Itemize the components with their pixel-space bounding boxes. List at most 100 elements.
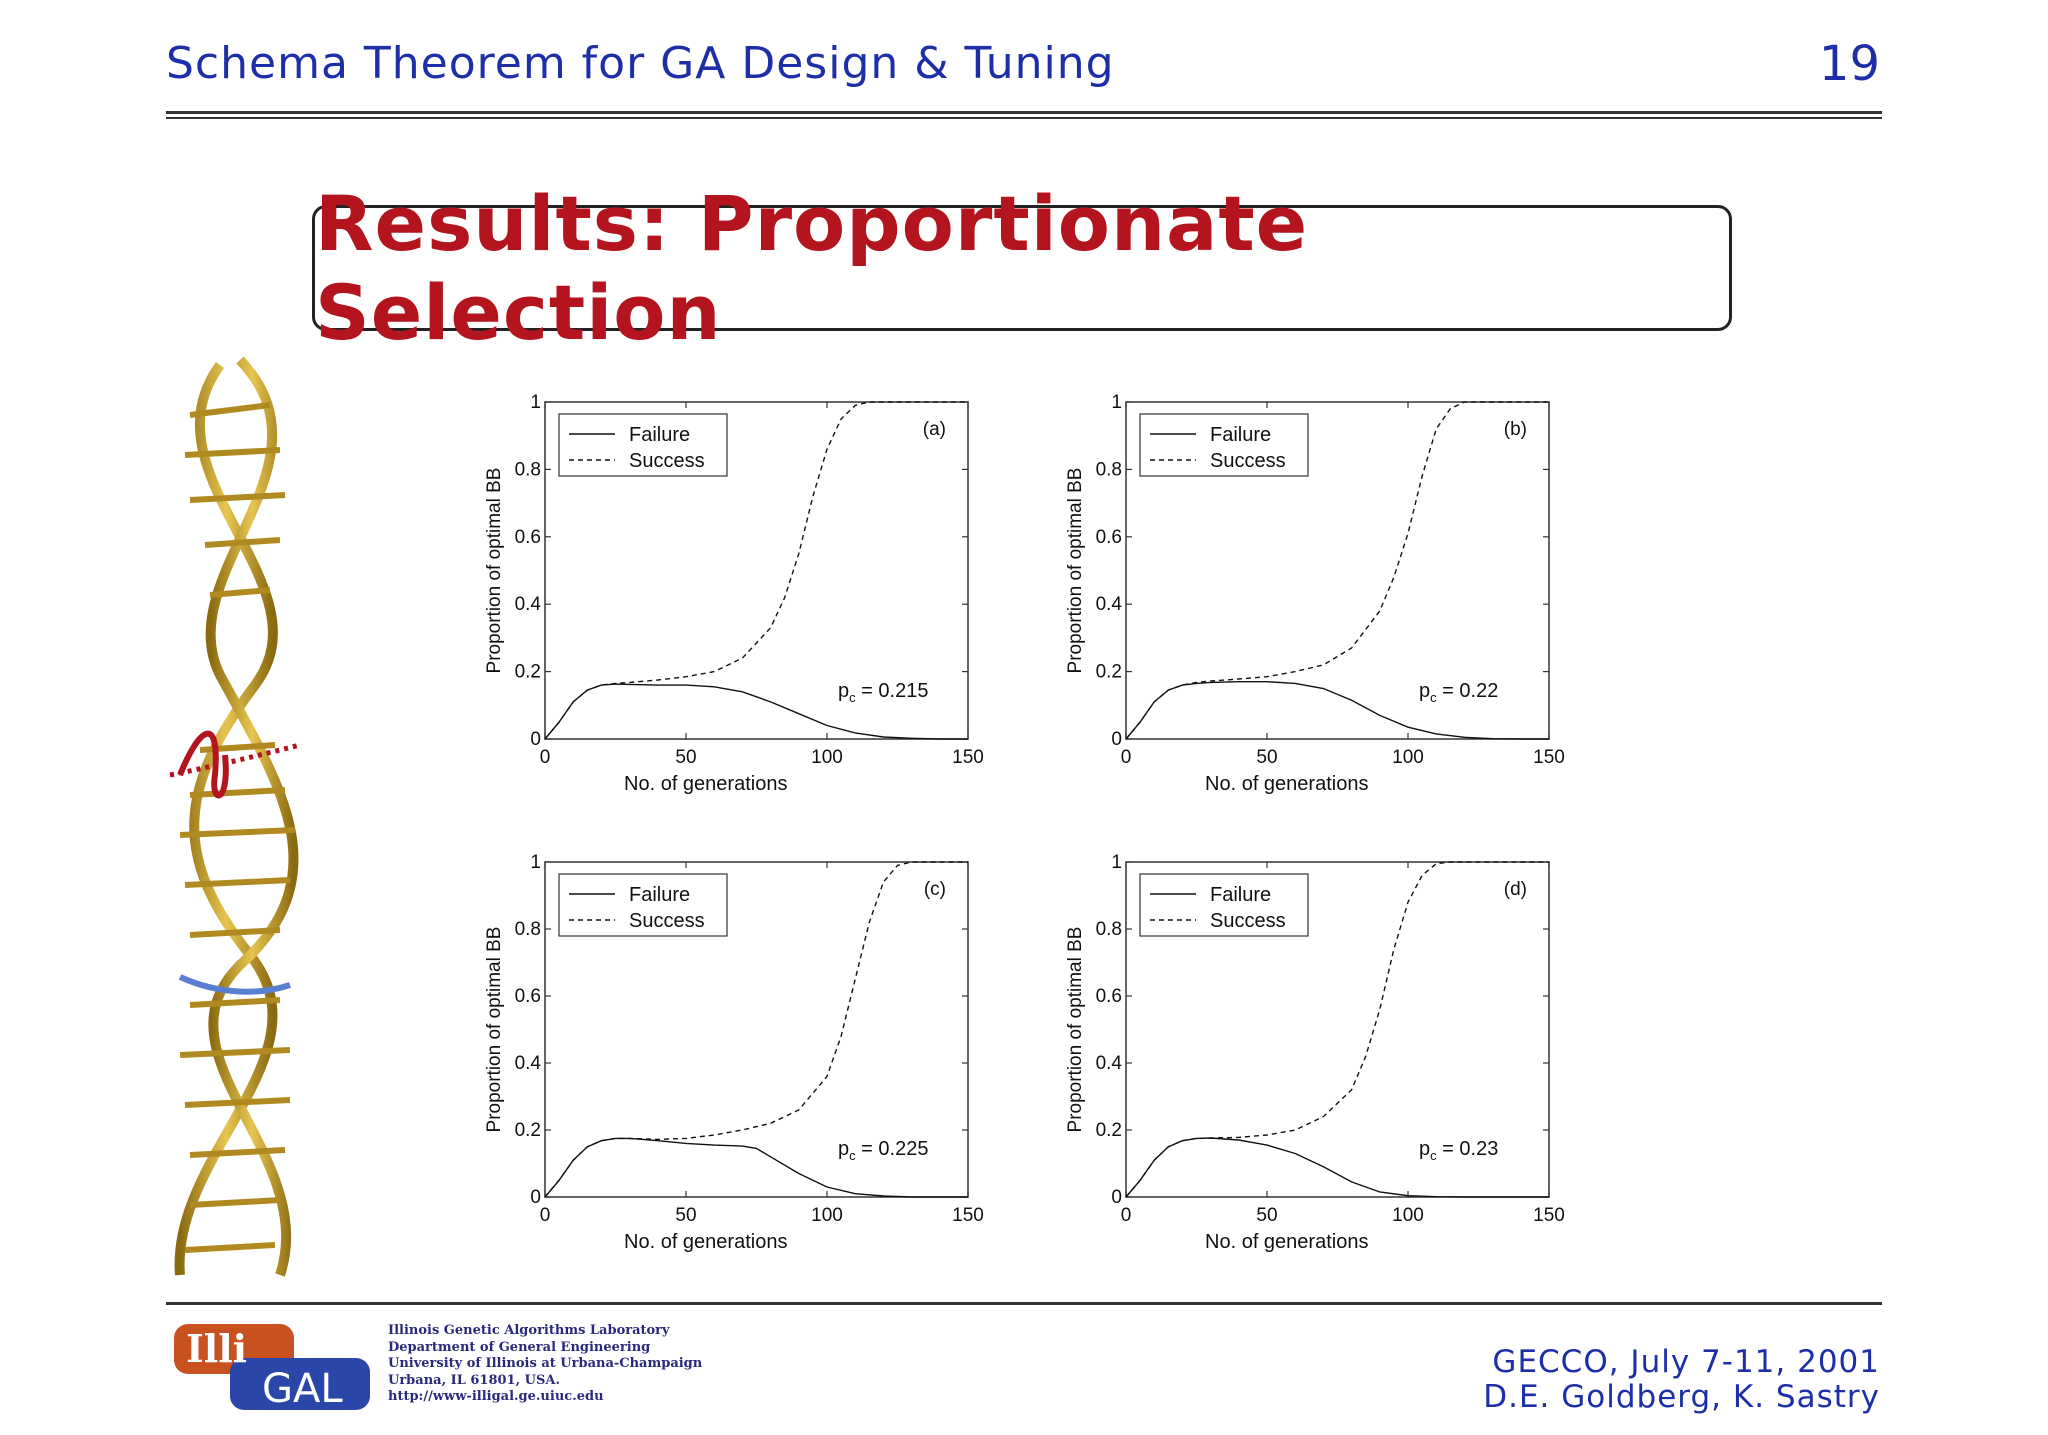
y-tick-label: 0.4 (1096, 1053, 1123, 1074)
chart-panel: 0 50 100 150 0 0.2 0.4 0.6 0.8 1 No. of generation… (1065, 852, 1565, 1253)
legend-entry: Success (1210, 450, 1286, 472)
x-tick-label: 50 (675, 747, 696, 768)
y-tick-label: 0.6 (515, 527, 541, 548)
legend-entry: Success (629, 910, 705, 932)
series-line-failure (544, 1137, 968, 1198)
conference-line: GECCO, July 7-11, 2001 (1492, 1344, 1880, 1380)
page-number: 19 (1818, 36, 1880, 92)
y-tick-label: 0.4 (1096, 594, 1123, 615)
lab-line: Urbana, IL 61801, USA. (388, 1372, 560, 1388)
y-axis-label: Proportion of optimal BB (1065, 468, 1086, 674)
x-tick-label: 0 (540, 1205, 551, 1226)
dna-helix-illustration (169, 356, 301, 1277)
series-line-success (544, 861, 968, 1198)
y-tick-label: 1 (530, 392, 541, 413)
y-tick-label: 0.6 (515, 986, 541, 1007)
authors-line: D.E. Goldberg, K. Sastry (1483, 1379, 1880, 1415)
annotation-pc: pc = 0.225 (838, 1138, 928, 1163)
lab-line: University of Illinois at Urbana-Champai… (388, 1356, 703, 1371)
legend-box (1139, 413, 1309, 477)
y-axis-label: Proportion of optimal BB (1065, 927, 1086, 1133)
y-tick-label: 1 (530, 852, 541, 873)
y-tick-label: 0 (1111, 1187, 1122, 1208)
chart-panel: 0 50 100 150 0 0.2 0.4 0.6 0.8 1 No. of generation… (1065, 392, 1565, 795)
x-tick-label: 150 (952, 1205, 984, 1226)
x-tick-label: 0 (1121, 747, 1132, 768)
illigal-logo: Illi GAL (174, 1324, 370, 1412)
series-line-success (544, 401, 968, 740)
annotation-pc: pc = 0.23 (1419, 1138, 1498, 1163)
chart-panel: 0 50 100 150 0 0.2 0.4 0.6 0.8 1 No. of generation… (484, 392, 984, 795)
y-tick-label: 0 (1111, 729, 1122, 750)
y-tick-label: 0 (530, 729, 541, 750)
dna-base-pairs (179, 402, 296, 1253)
y-tick-label: 1 (1111, 392, 1122, 413)
y-tick-label: 0.4 (515, 1053, 542, 1074)
legend-box (1139, 873, 1309, 937)
series-line-success (1125, 401, 1549, 740)
y-tick-label: 0.2 (515, 1120, 541, 1141)
x-tick-label: 100 (811, 1205, 843, 1226)
legend: Failure Success (1139, 413, 1309, 477)
annotation-pc: pc = 0.22 (1419, 680, 1498, 705)
x-axis-label: No. of generations (624, 773, 787, 795)
legend-entry: Failure (1210, 424, 1271, 446)
dna-blue-band (178, 974, 291, 995)
y-tick-label: 0.2 (515, 662, 541, 683)
y-tick-label: 0.8 (515, 459, 541, 480)
lab-line: http://www-illigal.ge.uiuc.edu (388, 1389, 604, 1404)
x-tick-label: 50 (1256, 747, 1277, 768)
x-axis-label: No. of generations (1205, 1231, 1368, 1253)
y-tick-label: 0.2 (1096, 662, 1122, 683)
y-tick-label: 0.6 (1096, 527, 1122, 548)
panel-label: (d) (1504, 879, 1527, 900)
x-tick-label: 100 (1392, 1205, 1424, 1226)
x-axis-label: No. of generations (1205, 773, 1368, 795)
x-tick-label: 100 (811, 747, 843, 768)
y-tick-label: 0.8 (515, 919, 541, 940)
heading-text: Results: Proportionate Selection (315, 179, 1309, 357)
heading-box: Results: Proportionate Selection (312, 179, 1732, 357)
legend-entry: Failure (1210, 884, 1271, 906)
legend-box (558, 873, 728, 937)
x-tick-label: 150 (952, 747, 984, 768)
lab-info: Illinois Genetic Algorithms Laboratory D… (388, 1323, 702, 1406)
logo-text-bottom: GAL (262, 1366, 343, 1412)
header-rule (166, 111, 1882, 114)
legend-entry: Failure (629, 884, 690, 906)
lab-line: Department of General Engineering (388, 1339, 651, 1355)
x-tick-label: 50 (675, 1205, 696, 1226)
y-tick-label: 0 (530, 1187, 541, 1208)
dna-red-dotted (169, 742, 301, 778)
x-tick-label: 50 (1256, 1205, 1277, 1226)
legend-box (558, 413, 728, 477)
y-axis-label: Proportion of optimal BB (484, 468, 505, 674)
y-axis-label: Proportion of optimal BB (484, 927, 505, 1133)
chart-panel: 0 50 100 150 0 0.2 0.4 0.6 0.8 1 No. of generation… (484, 852, 984, 1253)
panel-label: (a) (923, 419, 946, 440)
x-tick-label: 0 (1121, 1205, 1132, 1226)
annotation-pc: pc = 0.215 (838, 680, 928, 705)
lab-line: Illinois Genetic Algorithms Laboratory (388, 1323, 670, 1338)
panel-label: (b) (1504, 419, 1527, 440)
legend: Failure Success (1139, 873, 1309, 937)
series-line-success (1125, 861, 1549, 1198)
y-tick-label: 0.8 (1096, 459, 1122, 480)
legend-entry: Success (629, 450, 705, 472)
x-tick-label: 150 (1533, 1205, 1565, 1226)
y-tick-label: 1 (1111, 852, 1122, 873)
header-rule-secondary (166, 117, 1882, 119)
footer-rule (166, 1302, 1882, 1305)
legend-entry: Success (1210, 910, 1286, 932)
y-tick-label: 0.6 (1096, 986, 1122, 1007)
conference-info: GECCO, July 7-11, 2001 D.E. Goldberg, K.… (1483, 1345, 1880, 1415)
y-tick-label: 0.2 (1096, 1120, 1122, 1141)
x-tick-label: 0 (540, 747, 551, 768)
panel-label: (c) (924, 879, 946, 900)
logo-text-top: Illi (186, 1326, 247, 1371)
y-tick-label: 0.8 (1096, 919, 1122, 940)
x-tick-label: 100 (1392, 747, 1424, 768)
dna-red-loop (177, 730, 229, 799)
logo-blue-block (230, 1358, 370, 1410)
y-tick-label: 0.4 (515, 594, 542, 615)
